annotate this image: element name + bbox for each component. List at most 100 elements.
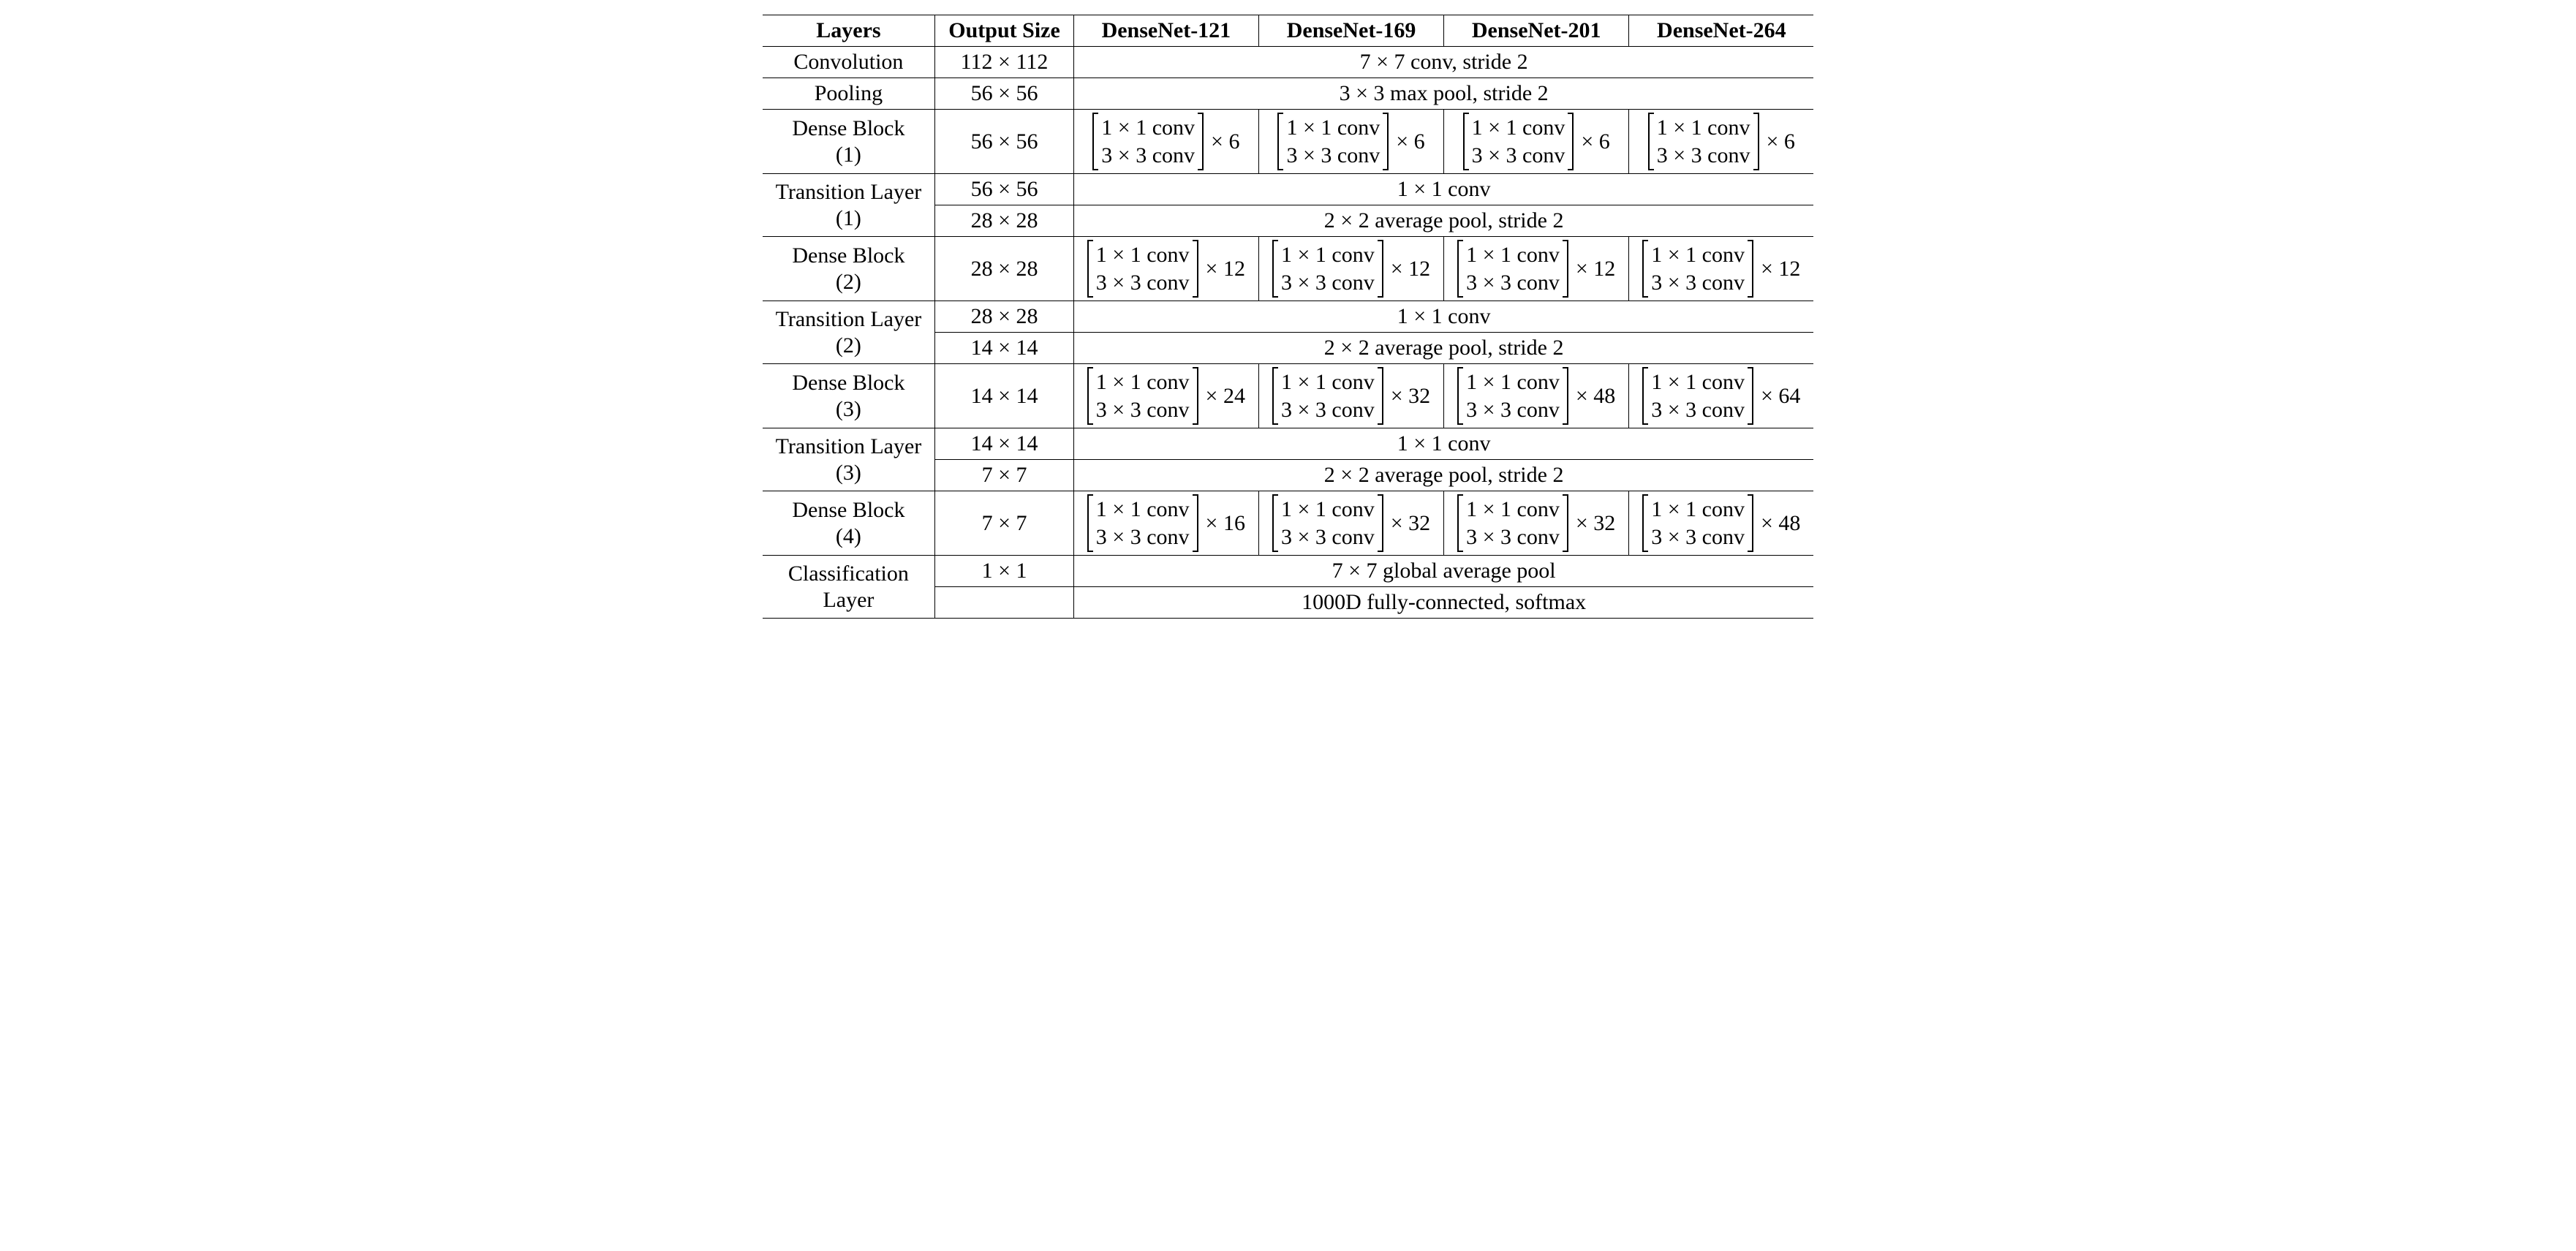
output-size: 56 × 56	[935, 174, 1074, 205]
cell-d264: 1 × 1 conv3 × 3 conv × 12	[1629, 237, 1814, 301]
repeat-count: × 64	[1761, 384, 1800, 409]
layer-name-line2: Layer	[776, 587, 922, 613]
layer-name-line2: (1)	[776, 142, 922, 168]
layer-name: Transition Layer (2)	[763, 301, 935, 364]
spec-span: 2 × 2 average pool, stride 2	[1073, 333, 1813, 364]
repeat-count: × 32	[1391, 511, 1430, 536]
output-size: 7 × 7	[935, 460, 1074, 491]
repeat-count: × 6	[1211, 129, 1239, 154]
output-size: 28 × 28	[935, 205, 1074, 237]
output-size: 7 × 7	[935, 491, 1074, 556]
brkt-line: 3 × 3 conv	[1651, 269, 1745, 297]
layer-name: Classification Layer	[763, 556, 935, 619]
repeat-count: × 6	[1396, 129, 1424, 154]
col-densenet-121: DenseNet-121	[1073, 15, 1258, 47]
repeat-count: × 12	[1206, 257, 1245, 281]
layer-name-line1: Dense Block	[776, 243, 922, 269]
brkt-line: 3 × 3 conv	[1281, 524, 1375, 551]
brkt-line: 1 × 1 conv	[1466, 496, 1560, 524]
densenet-arch-table: Layers Output Size DenseNet-121 DenseNet…	[763, 15, 1814, 619]
brkt-line: 1 × 1 conv	[1286, 114, 1380, 142]
col-densenet-201: DenseNet-201	[1444, 15, 1629, 47]
spec-span: 7 × 7 global average pool	[1073, 556, 1813, 587]
brkt-line: 1 × 1 conv	[1096, 496, 1190, 524]
col-densenet-264: DenseNet-264	[1629, 15, 1814, 47]
brkt-line: 3 × 3 conv	[1101, 142, 1195, 170]
brkt-line: 1 × 1 conv	[1657, 114, 1750, 142]
row-convolution: Convolution 112 × 112 7 × 7 conv, stride…	[763, 47, 1814, 78]
output-size: 1 × 1	[935, 556, 1074, 587]
row-classification-a: Classification Layer 1 × 1 7 × 7 global …	[763, 556, 1814, 587]
brkt-line: 3 × 3 conv	[1281, 269, 1375, 297]
repeat-count: × 12	[1761, 257, 1800, 281]
row-pooling: Pooling 56 × 56 3 × 3 max pool, stride 2	[763, 78, 1814, 110]
brkt-line: 1 × 1 conv	[1096, 241, 1190, 269]
layer-name-line2: (4)	[776, 524, 922, 550]
cell-d264: 1 × 1 conv3 × 3 conv × 48	[1629, 491, 1814, 556]
spec-span: 1 × 1 conv	[1073, 428, 1813, 460]
layer-name-line1: Transition Layer	[776, 179, 922, 205]
cell-d169: 1 × 1 conv3 × 3 conv× 32	[1258, 364, 1443, 428]
cell-d264: 1 × 1 conv3 × 3 conv× 64	[1629, 364, 1814, 428]
row-dense-block-1: Dense Block (1) 56 × 56 1 × 1 conv3 × 3 …	[763, 110, 1814, 174]
col-layers: Layers	[763, 15, 935, 47]
cell-d169: 1 × 1 conv3 × 3 conv × 6	[1258, 110, 1443, 174]
row-dense-block-2: Dense Block (2) 28 × 28 1 × 1 conv3 × 3 …	[763, 237, 1814, 301]
output-size: 14 × 14	[935, 364, 1074, 428]
output-size: 56 × 56	[935, 78, 1074, 110]
brkt-line: 1 × 1 conv	[1651, 241, 1745, 269]
brkt-line: 3 × 3 conv	[1651, 524, 1745, 551]
repeat-count: × 24	[1206, 384, 1245, 409]
layer-name-line2: (1)	[776, 205, 922, 232]
brkt-line: 1 × 1 conv	[1281, 241, 1375, 269]
spec-span: 1000D fully-connected, softmax	[1073, 587, 1813, 619]
col-densenet-169: DenseNet-169	[1258, 15, 1443, 47]
layer-name-line2: (3)	[776, 396, 922, 423]
row-transition-1a: Transition Layer (1) 56 × 56 1 × 1 conv	[763, 174, 1814, 205]
spec-span: 2 × 2 average pool, stride 2	[1073, 205, 1813, 237]
brkt-line: 1 × 1 conv	[1096, 369, 1190, 396]
cell-d264: 1 × 1 conv3 × 3 conv × 6	[1629, 110, 1814, 174]
cell-d121: 1 × 1 conv3 × 3 conv × 24	[1073, 364, 1258, 428]
cell-d201: 1 × 1 conv3 × 3 conv× 6	[1444, 110, 1629, 174]
repeat-count: × 6	[1767, 129, 1795, 154]
brkt-line: 3 × 3 conv	[1096, 269, 1190, 297]
brkt-line: 1 × 1 conv	[1466, 241, 1560, 269]
layer-name-line1: Dense Block	[776, 116, 922, 142]
layer-name-line1: Dense Block	[776, 370, 922, 396]
layer-name: Transition Layer (1)	[763, 174, 935, 237]
repeat-count: × 12	[1576, 257, 1615, 281]
cell-d169: 1 × 1 conv3 × 3 conv× 12	[1258, 237, 1443, 301]
spec-span: 3 × 3 max pool, stride 2	[1073, 78, 1813, 110]
layer-name-line1: Classification	[776, 561, 922, 587]
repeat-count: × 48	[1761, 511, 1800, 536]
layer-name-line2: (2)	[776, 333, 922, 359]
repeat-count: × 32	[1391, 384, 1430, 409]
brkt-line: 3 × 3 conv	[1096, 524, 1190, 551]
layer-name: Dense Block (1)	[763, 110, 935, 174]
repeat-count: × 32	[1576, 511, 1615, 536]
brkt-line: 3 × 3 conv	[1286, 142, 1380, 170]
output-size: 56 × 56	[935, 110, 1074, 174]
cell-d121: 1 × 1 conv3 × 3 conv× 16	[1073, 491, 1258, 556]
spec-span: 1 × 1 conv	[1073, 174, 1813, 205]
spec-span: 1 × 1 conv	[1073, 301, 1813, 333]
output-size: 14 × 14	[935, 428, 1074, 460]
brkt-line: 3 × 3 conv	[1466, 524, 1560, 551]
output-size: 14 × 14	[935, 333, 1074, 364]
brkt-line: 1 × 1 conv	[1281, 369, 1375, 396]
brkt-line: 3 × 3 conv	[1096, 396, 1190, 424]
brkt-line: 3 × 3 conv	[1466, 396, 1560, 424]
header-row: Layers Output Size DenseNet-121 DenseNet…	[763, 15, 1814, 47]
brkt-line: 1 × 1 conv	[1281, 496, 1375, 524]
spec-span: 2 × 2 average pool, stride 2	[1073, 460, 1813, 491]
layer-name-line1: Transition Layer	[776, 306, 922, 333]
brkt-line: 1 × 1 conv	[1651, 496, 1745, 524]
row-transition-2a: Transition Layer (2) 28 × 28 1 × 1 conv	[763, 301, 1814, 333]
row-dense-block-4: Dense Block (4) 7 × 7 1 × 1 conv3 × 3 co…	[763, 491, 1814, 556]
brkt-line: 1 × 1 conv	[1101, 114, 1195, 142]
repeat-count: × 48	[1576, 384, 1615, 409]
brkt-line: 3 × 3 conv	[1657, 142, 1750, 170]
brkt-line: 1 × 1 conv	[1466, 369, 1560, 396]
cell-d121: 1 × 1 conv3 × 3 conv × 12	[1073, 237, 1258, 301]
